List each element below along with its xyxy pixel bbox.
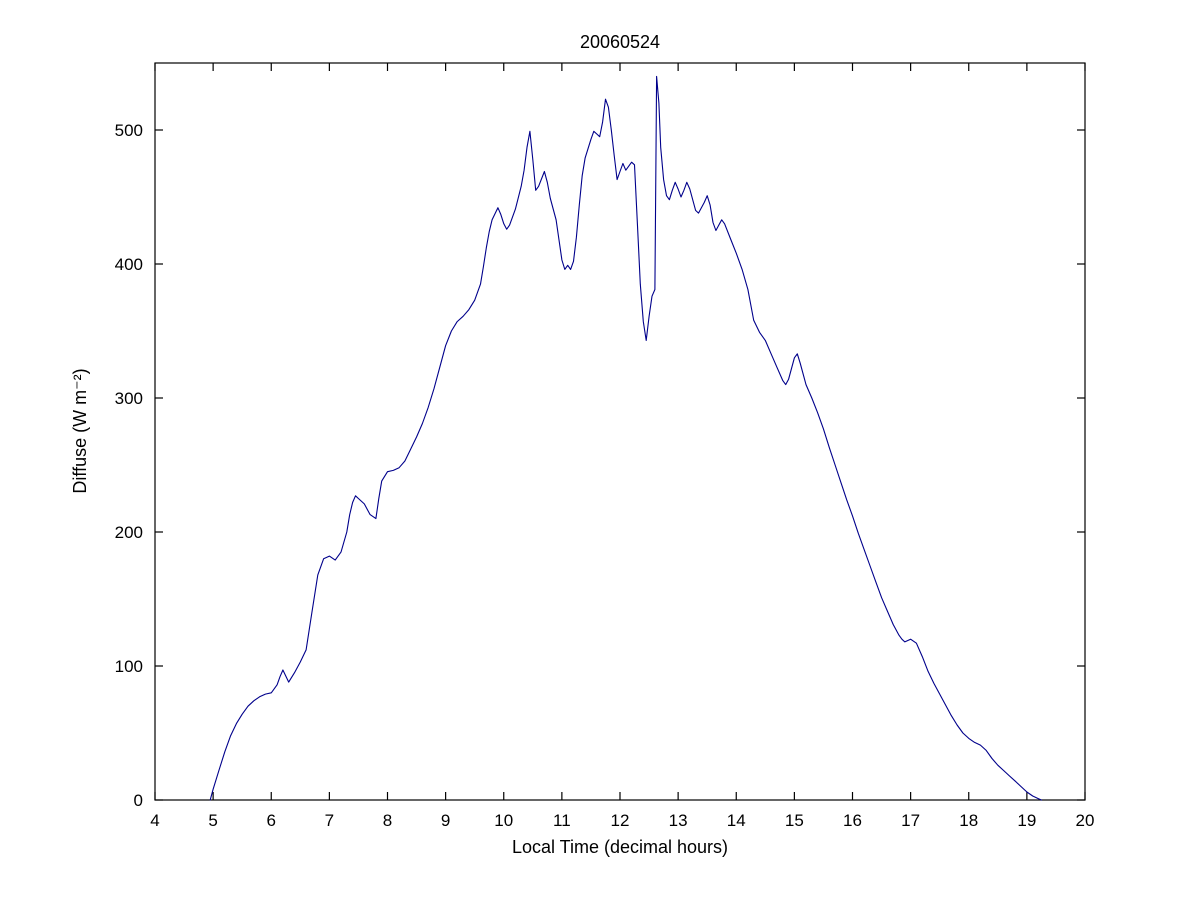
x-tick-label: 14 xyxy=(727,811,746,830)
x-tick-label: 5 xyxy=(208,811,217,830)
diffuse-series-line xyxy=(209,75,1042,801)
x-tick-label: 20 xyxy=(1076,811,1095,830)
x-tick-label: 15 xyxy=(785,811,804,830)
x-tick-label: 12 xyxy=(611,811,630,830)
x-tick-label: 8 xyxy=(383,811,392,830)
plot-border xyxy=(154,62,1086,801)
x-tick-label: 11 xyxy=(553,811,571,830)
x-tick-label: 19 xyxy=(1017,811,1036,830)
x-tick-label: 16 xyxy=(843,811,862,830)
x-tick-label: 13 xyxy=(669,811,688,830)
x-tick-label: 10 xyxy=(494,811,513,830)
y-tick-label: 200 xyxy=(115,523,143,542)
axes: 4 5 6 7 8 9 10 11 12 13 14 15 16 17 18 19 20010020030040… xyxy=(115,62,1095,830)
y-tick-label: 300 xyxy=(115,389,143,408)
chart-title: 20060524 xyxy=(580,32,660,52)
x-tick-label: 7 xyxy=(325,811,334,830)
y-tick-label: 100 xyxy=(115,657,143,676)
data-series xyxy=(209,75,1042,801)
x-axis-label: Local Time (decimal hours) xyxy=(512,837,728,857)
x-tick-label: 9 xyxy=(441,811,450,830)
y-tick-label: 0 xyxy=(134,791,143,810)
x-tick-label: 18 xyxy=(959,811,978,830)
y-tick-label: 500 xyxy=(115,121,143,140)
x-tick-label: 4 xyxy=(150,811,159,830)
x-tick-label: 17 xyxy=(901,811,920,830)
y-axis-label: Diffuse (W m⁻²) xyxy=(70,368,90,493)
y-tick-label: 400 xyxy=(115,255,143,274)
x-tick-label: 6 xyxy=(267,811,276,830)
